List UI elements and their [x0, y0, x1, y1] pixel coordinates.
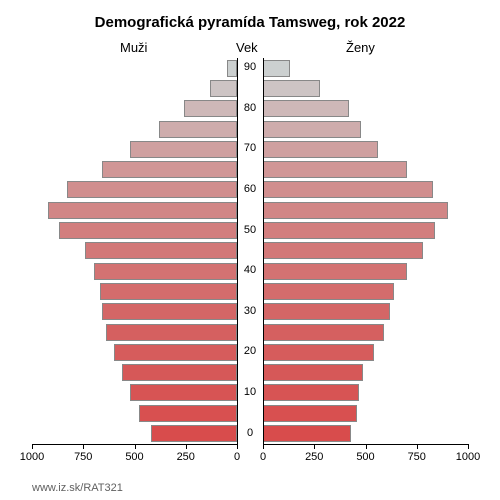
label-age: Vek: [236, 40, 258, 55]
bar-women: [263, 405, 357, 422]
label-men: Muži: [120, 40, 147, 55]
y-axis-line-right: [263, 58, 264, 444]
bar-women: [263, 303, 390, 320]
bar-women: [263, 181, 433, 198]
bar-men: [184, 100, 237, 117]
bar-women: [263, 425, 351, 442]
age-tick-label: 20: [237, 345, 263, 357]
bar-men: [114, 344, 237, 361]
attribution-text: www.iz.sk/RAT321: [32, 482, 123, 494]
x-tick-label: 250: [171, 451, 201, 463]
x-tick-label: 500: [351, 451, 381, 463]
age-tick-label: 80: [237, 102, 263, 114]
bar-women: [263, 141, 378, 158]
bar-women: [263, 283, 394, 300]
age-tick-label: 0: [237, 427, 263, 439]
x-tick-mark: [366, 444, 367, 449]
bar-men: [48, 202, 237, 219]
age-tick-label: 60: [237, 183, 263, 195]
bar-women: [263, 60, 290, 77]
bar-men: [122, 364, 237, 381]
chart-container: Demografická pyramída Tamsweg, rok 2022 …: [0, 0, 500, 500]
bar-men: [67, 181, 237, 198]
age-tick-label: 40: [237, 264, 263, 276]
bar-men: [85, 242, 237, 259]
bar-men: [130, 384, 237, 401]
x-tick-mark: [32, 444, 33, 449]
bar-women: [263, 80, 320, 97]
x-tick-mark: [135, 444, 136, 449]
bar-women: [263, 121, 361, 138]
pyramid-left-panel: [32, 58, 237, 444]
x-tick-mark: [468, 444, 469, 449]
age-tick-label: 10: [237, 386, 263, 398]
bar-men: [130, 141, 237, 158]
bar-men: [227, 60, 237, 77]
bar-men: [139, 405, 237, 422]
bar-men: [159, 121, 237, 138]
bar-women: [263, 324, 384, 341]
x-tick-mark: [314, 444, 315, 449]
x-tick-label: 0: [248, 451, 278, 463]
x-tick-label: 750: [402, 451, 432, 463]
bar-women: [263, 202, 448, 219]
x-tick-mark: [263, 444, 264, 449]
bar-women: [263, 344, 374, 361]
x-tick-mark: [237, 444, 238, 449]
bar-men: [102, 161, 237, 178]
chart-area: 0102030405060708090 10007505002500 02505…: [32, 58, 468, 444]
x-tick-label: 1000: [17, 451, 47, 463]
bar-women: [263, 263, 407, 280]
age-tick-label: 50: [237, 224, 263, 236]
bar-men: [59, 222, 237, 239]
bar-men: [210, 80, 237, 97]
bar-women: [263, 364, 363, 381]
age-tick-label: 90: [237, 61, 263, 73]
x-tick-mark: [417, 444, 418, 449]
bar-men: [106, 324, 237, 341]
x-tick-mark: [83, 444, 84, 449]
x-tick-label: 250: [299, 451, 329, 463]
x-tick-label: 500: [120, 451, 150, 463]
bar-men: [94, 263, 238, 280]
x-tick-label: 1000: [453, 451, 483, 463]
x-tick-label: 750: [68, 451, 98, 463]
bar-women: [263, 222, 435, 239]
y-axis-line-left: [237, 58, 238, 444]
age-tick-label: 70: [237, 142, 263, 154]
label-women: Ženy: [346, 40, 375, 55]
bar-women: [263, 242, 423, 259]
bar-men: [151, 425, 237, 442]
chart-title: Demografická pyramída Tamsweg, rok 2022: [0, 14, 500, 31]
bar-women: [263, 100, 349, 117]
bar-men: [100, 283, 237, 300]
age-axis: 0 10 20 30 40 50 60 70 80 90: [237, 58, 263, 444]
pyramid-right-panel: [263, 58, 468, 444]
bar-men: [102, 303, 237, 320]
x-tick-mark: [186, 444, 187, 449]
bar-women: [263, 161, 407, 178]
age-tick-label: 30: [237, 305, 263, 317]
bar-women: [263, 384, 359, 401]
